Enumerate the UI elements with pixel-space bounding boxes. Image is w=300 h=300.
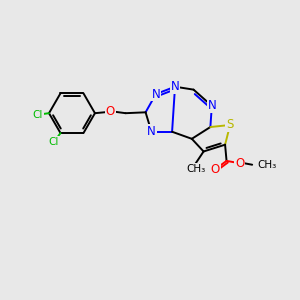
Text: N: N [171, 80, 179, 93]
Text: Cl: Cl [49, 137, 59, 147]
Text: Cl: Cl [33, 110, 43, 120]
Text: O: O [235, 157, 244, 170]
Text: N: N [147, 125, 156, 138]
Text: CH₃: CH₃ [257, 160, 277, 170]
Text: O: O [211, 163, 220, 176]
Text: CH₃: CH₃ [186, 164, 206, 174]
Text: N: N [152, 88, 160, 100]
Text: N: N [208, 99, 216, 112]
Text: S: S [226, 118, 234, 131]
Text: O: O [106, 105, 115, 118]
